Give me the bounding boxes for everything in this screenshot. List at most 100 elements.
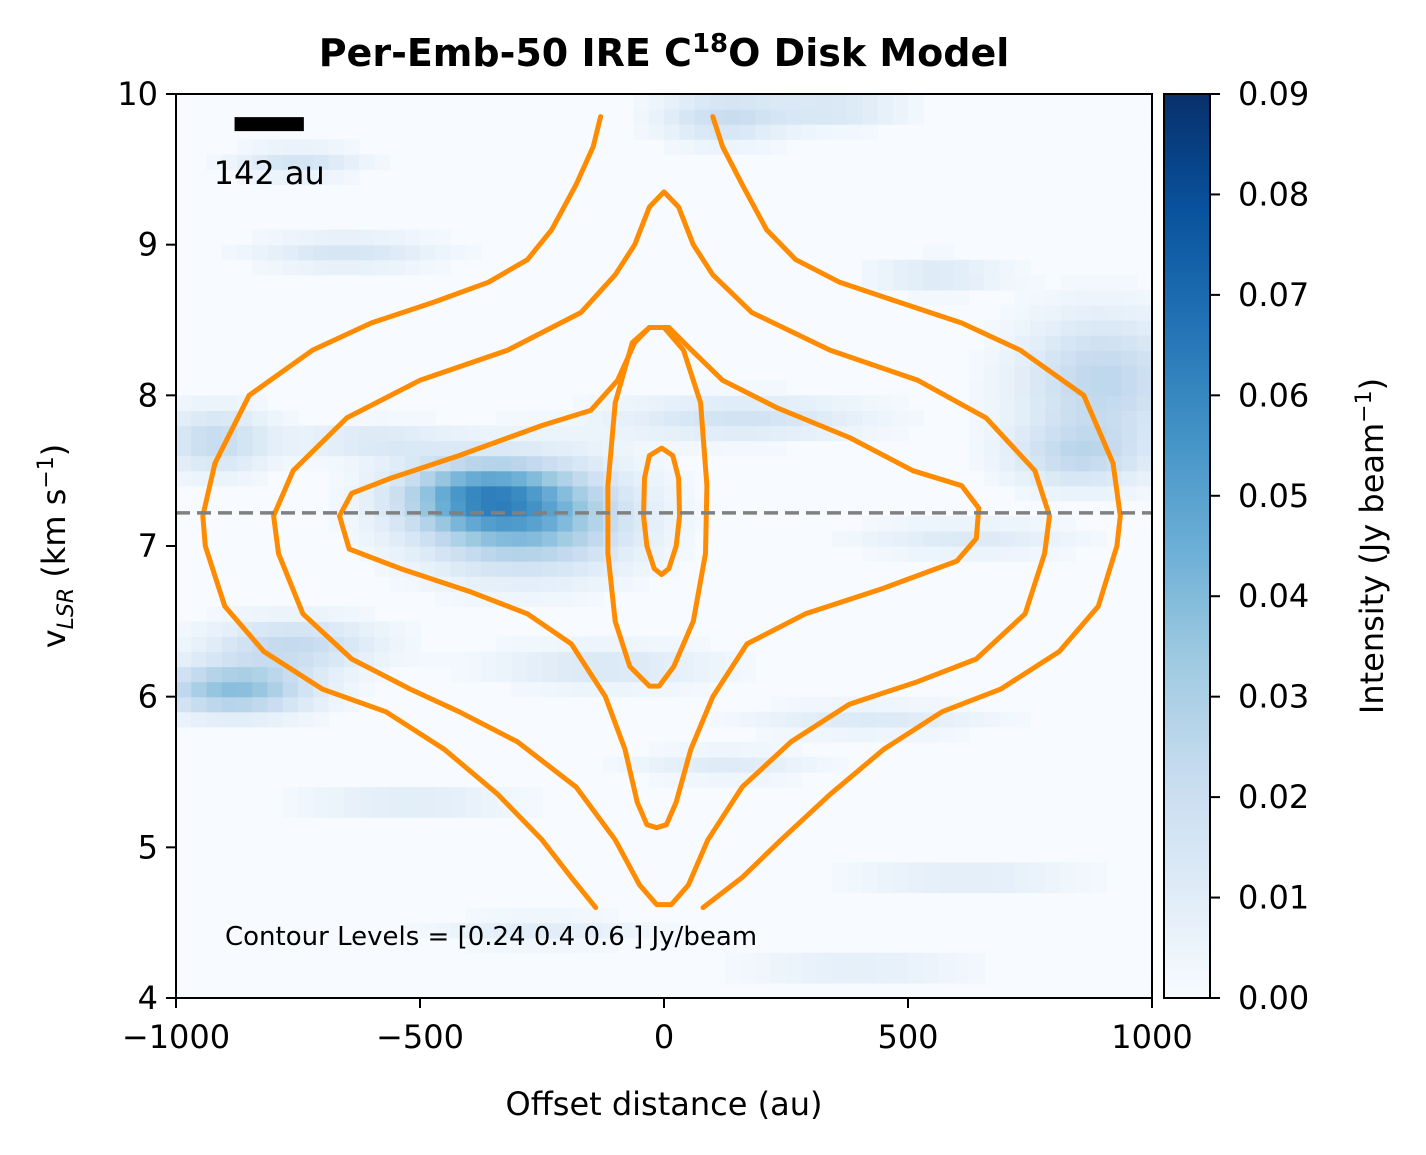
heatmap-cell bbox=[313, 154, 330, 170]
heatmap-cell bbox=[206, 681, 223, 698]
heatmap-cell bbox=[557, 485, 574, 502]
heatmap-cell bbox=[313, 455, 330, 472]
heatmap-cell bbox=[557, 515, 574, 532]
heatmap-cell bbox=[404, 515, 421, 532]
heatmap-cell bbox=[1014, 862, 1031, 879]
heatmap-cell bbox=[221, 636, 238, 653]
heatmap-cell bbox=[664, 922, 680, 939]
heatmap-cell bbox=[786, 772, 802, 788]
heatmap-cell bbox=[664, 395, 680, 411]
x-tick-label: 1000 bbox=[1111, 1018, 1192, 1056]
heatmap-cell bbox=[481, 922, 497, 939]
heatmap-cell bbox=[298, 802, 314, 818]
heatmap-cell bbox=[1091, 395, 1107, 411]
heatmap-cell bbox=[1075, 470, 1092, 487]
heatmap-cell bbox=[1075, 335, 1092, 351]
heatmap-cell bbox=[831, 530, 848, 547]
heatmap-cell bbox=[801, 711, 818, 728]
heatmap-cell bbox=[298, 621, 314, 637]
heatmap-cell bbox=[252, 681, 269, 698]
heatmap-cell bbox=[648, 530, 665, 547]
heatmap-cell bbox=[618, 440, 635, 457]
colorbar-tick-label: 0.03 bbox=[1238, 678, 1309, 716]
heatmap-cell bbox=[1075, 455, 1092, 472]
heatmap-cell bbox=[831, 862, 848, 879]
heatmap-cell bbox=[1121, 335, 1138, 351]
heatmap-cell bbox=[587, 561, 604, 577]
heatmap-cell bbox=[1121, 485, 1138, 502]
heatmap-cell bbox=[831, 877, 848, 894]
heatmap-cell bbox=[1030, 515, 1046, 532]
heatmap-cell bbox=[999, 862, 1016, 879]
heatmap-cell bbox=[1045, 304, 1062, 321]
heatmap-cell bbox=[969, 274, 985, 291]
heatmap-cell bbox=[1091, 485, 1107, 502]
heatmap-cell bbox=[252, 169, 269, 185]
heatmap-cell bbox=[740, 109, 757, 125]
heatmap-cell bbox=[877, 274, 894, 291]
heatmap-cell bbox=[389, 244, 406, 261]
heatmap-cell bbox=[206, 696, 223, 713]
heatmap-cell bbox=[435, 546, 452, 562]
heatmap-cell bbox=[206, 425, 223, 442]
heatmap-cell bbox=[908, 289, 924, 306]
heatmap-cell bbox=[1136, 440, 1152, 457]
heatmap-cell bbox=[191, 636, 208, 653]
heatmap-cell bbox=[953, 967, 970, 984]
heatmap-cell bbox=[664, 772, 680, 788]
heatmap-cell bbox=[1045, 485, 1062, 502]
heatmap-cell bbox=[252, 470, 269, 487]
heatmap-cell bbox=[481, 576, 497, 592]
heatmap-cell bbox=[404, 259, 421, 276]
heatmap-cell bbox=[816, 109, 833, 125]
heatmap-cell bbox=[404, 440, 421, 457]
heatmap-cell bbox=[892, 530, 909, 547]
heatmap-cell bbox=[984, 365, 1001, 381]
heatmap-cell bbox=[465, 922, 482, 939]
heatmap-cell bbox=[526, 681, 543, 698]
heatmap-cell bbox=[1136, 365, 1152, 381]
heatmap-cell bbox=[404, 425, 421, 442]
heatmap-cell bbox=[755, 139, 772, 155]
heatmap-cell bbox=[572, 425, 589, 442]
heatmap-cell bbox=[938, 967, 955, 984]
heatmap-cell bbox=[450, 802, 467, 818]
heatmap-cell bbox=[633, 636, 650, 653]
heatmap-cell bbox=[450, 787, 467, 803]
heatmap-cell bbox=[969, 862, 985, 879]
heatmap-cell bbox=[557, 591, 574, 607]
heatmap-cell bbox=[404, 576, 421, 592]
heatmap-cell bbox=[999, 320, 1016, 336]
heatmap-cell bbox=[999, 711, 1016, 728]
heatmap-cell bbox=[633, 666, 650, 683]
heatmap-cell bbox=[191, 470, 208, 487]
heatmap-cell bbox=[389, 440, 406, 457]
heatmap-cell bbox=[633, 425, 650, 442]
heatmap-cell bbox=[1121, 425, 1138, 442]
heatmap-cell bbox=[1091, 320, 1107, 336]
heatmap-cell bbox=[389, 651, 406, 668]
heatmap-cell bbox=[511, 576, 528, 592]
heatmap-cell bbox=[328, 139, 345, 155]
heatmap-cell bbox=[1136, 380, 1152, 396]
heatmap-cell bbox=[984, 515, 1001, 532]
heatmap-cell bbox=[282, 636, 299, 653]
heatmap-cell bbox=[648, 666, 665, 683]
heatmap-cell bbox=[648, 651, 665, 668]
heatmap-cell bbox=[282, 681, 299, 698]
heatmap-cell bbox=[587, 576, 604, 592]
heatmap-cell bbox=[770, 124, 787, 140]
heatmap-cell bbox=[770, 756, 787, 773]
heatmap-cell bbox=[298, 651, 314, 668]
heatmap-cell bbox=[664, 109, 680, 125]
heatmap-cell bbox=[648, 485, 665, 502]
heatmap-cell bbox=[1091, 862, 1107, 879]
heatmap-cell bbox=[206, 636, 223, 653]
heatmap-cell bbox=[343, 636, 360, 653]
heatmap-cell bbox=[343, 681, 360, 698]
heatmap-cell bbox=[801, 109, 818, 125]
heatmap-cell bbox=[618, 425, 635, 442]
heatmap-cell bbox=[465, 530, 482, 547]
heatmap-cell bbox=[969, 952, 985, 969]
heatmap-cell bbox=[709, 666, 726, 683]
